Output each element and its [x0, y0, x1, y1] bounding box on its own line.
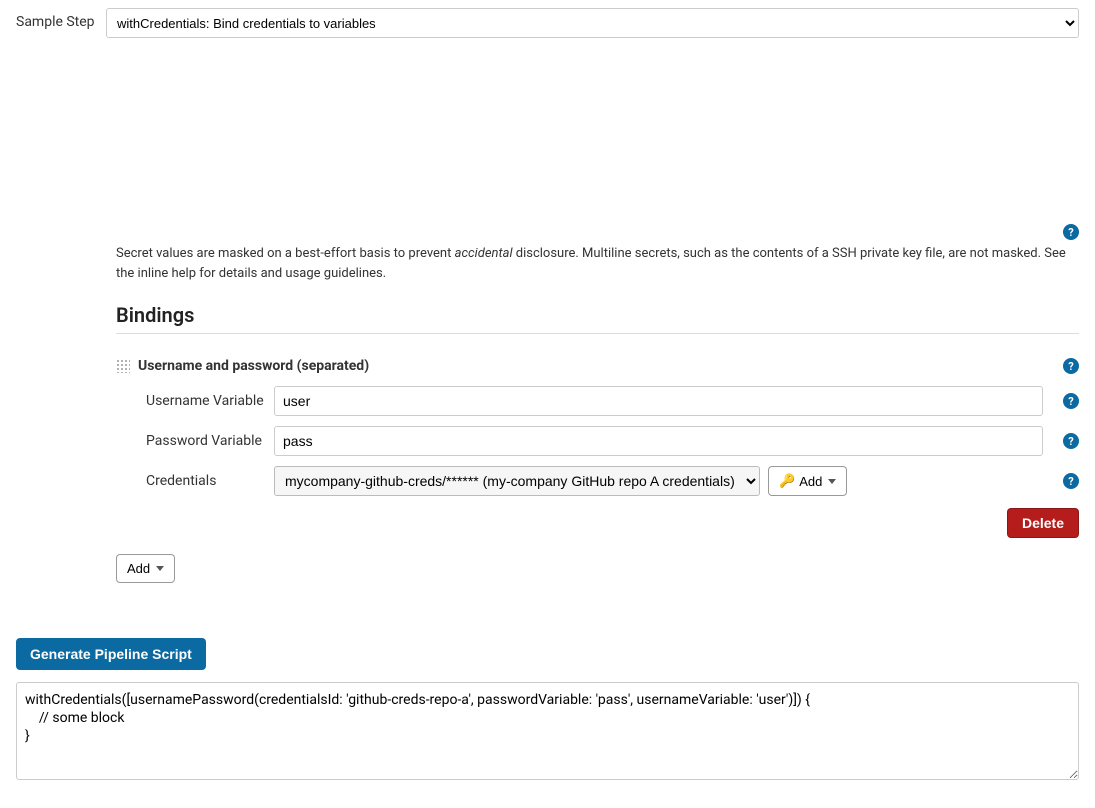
bindings-section-title: Bindings — [116, 303, 1079, 334]
help-icon[interactable]: ? — [1063, 473, 1079, 489]
binding-header: Username and password (separated) — [116, 358, 1043, 374]
pipeline-script-output[interactable] — [16, 682, 1079, 780]
add-binding-label: Add — [127, 561, 150, 576]
password-variable-label: Password Variable — [146, 433, 274, 449]
key-icon: 🔑 — [779, 473, 795, 489]
add-credentials-button[interactable]: 🔑 Add — [768, 466, 847, 496]
info-text-emph: accidental — [455, 246, 513, 261]
credentials-select[interactable]: mycompany-github-creds/****** (my-compan… — [274, 466, 760, 496]
password-variable-input[interactable] — [274, 426, 1043, 456]
sample-step-select[interactable]: withCredentials: Bind credentials to var… — [106, 8, 1079, 38]
chevron-down-icon — [828, 479, 836, 484]
sample-step-label: Sample Step — [16, 8, 106, 30]
add-binding-button[interactable]: Add — [116, 554, 175, 583]
spacer — [16, 44, 1079, 224]
username-variable-label: Username Variable — [146, 393, 274, 409]
generate-pipeline-script-button[interactable]: Generate Pipeline Script — [16, 638, 206, 670]
delete-button[interactable]: Delete — [1007, 508, 1079, 538]
help-icon[interactable]: ? — [1063, 393, 1079, 409]
info-text: Secret values are masked on a best-effor… — [116, 244, 1079, 283]
add-credentials-label: Add — [799, 474, 822, 489]
info-text-prefix: Secret values are masked on a best-effor… — [116, 246, 455, 261]
sample-step-row: Sample Step withCredentials: Bind creden… — [16, 8, 1079, 38]
binding-title: Username and password (separated) — [138, 358, 369, 374]
help-icon[interactable]: ? — [1063, 358, 1079, 374]
chevron-down-icon — [156, 566, 164, 571]
username-variable-input[interactable] — [274, 386, 1043, 416]
help-icon[interactable]: ? — [1063, 224, 1079, 240]
credentials-label: Credentials — [146, 473, 274, 489]
drag-handle-icon[interactable] — [116, 359, 130, 373]
help-icon[interactable]: ? — [1063, 433, 1079, 449]
